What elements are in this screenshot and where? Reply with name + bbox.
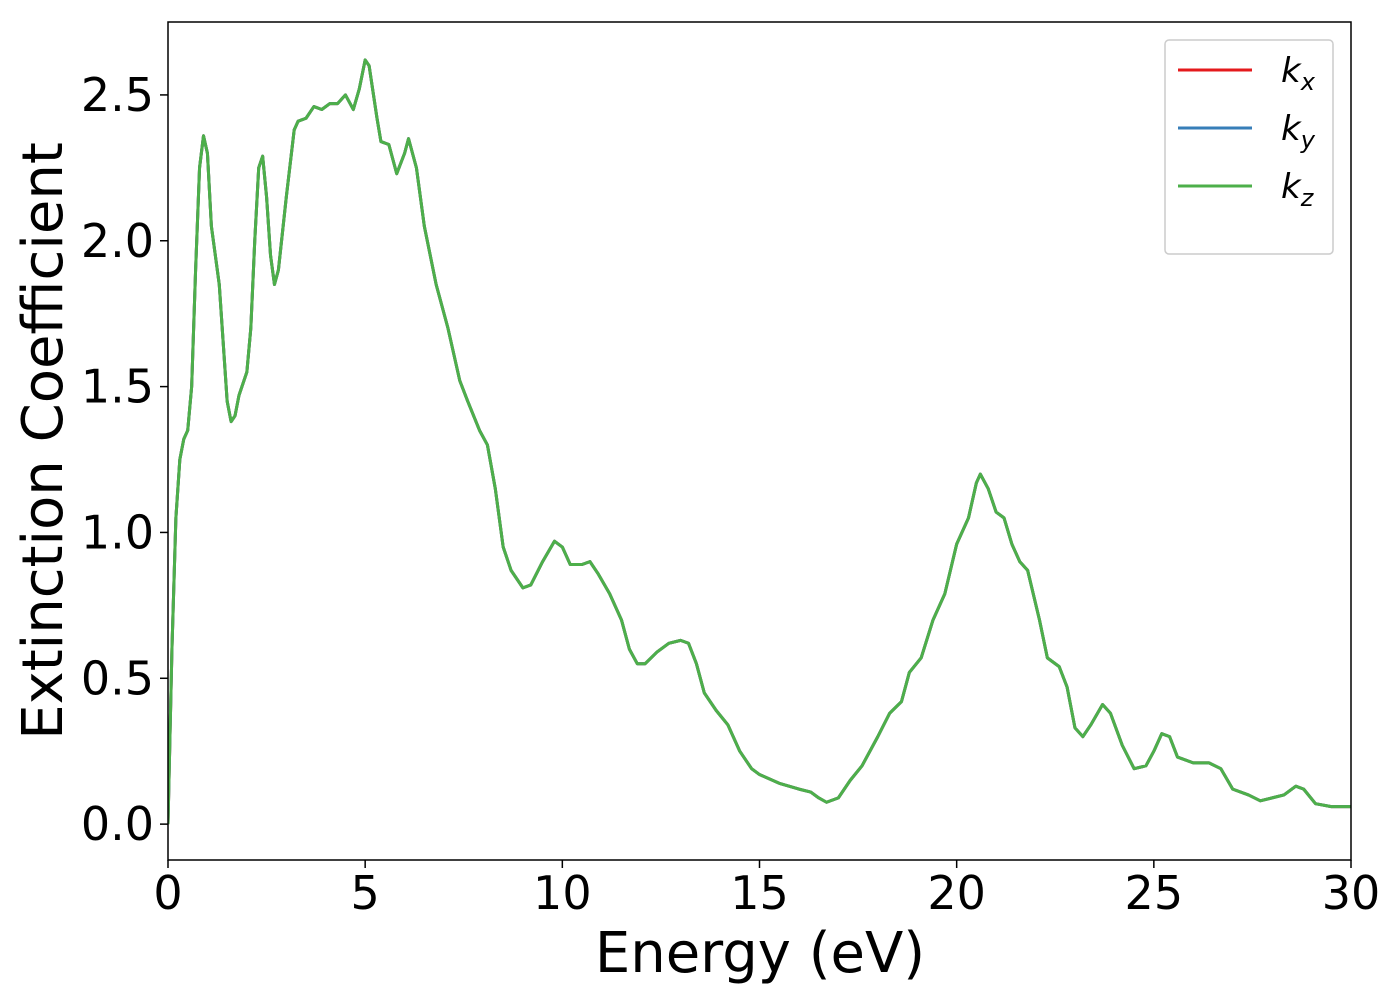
plot-frame [167, 21, 1352, 861]
x-tick-label: 20 [927, 866, 986, 920]
legend-label: kz [1281, 167, 1315, 212]
x-tick-label: 10 [533, 866, 592, 920]
x-tick-label: 0 [153, 866, 182, 920]
series-line [168, 58, 1351, 825]
y-tick-label: 0.0 [81, 797, 154, 851]
x-tick-label: 30 [1322, 866, 1381, 920]
legend-box [1164, 39, 1334, 255]
legend-label: ky [1281, 109, 1316, 154]
y-tick-label: 2.0 [81, 214, 154, 268]
legend-label: kx [1281, 51, 1316, 96]
x-tick-label: 5 [351, 866, 380, 920]
x-tick-label: 15 [730, 866, 789, 920]
y-tick-label: 1.0 [81, 505, 154, 559]
y-axis-label: Extinction Coefficient [11, 142, 76, 740]
y-tick-label: 0.5 [81, 651, 154, 705]
x-tick-label: 25 [1125, 866, 1184, 920]
x-axis-label: Energy (eV) [595, 921, 925, 986]
y-tick-label: 1.5 [81, 360, 154, 414]
y-tick-label: 2.5 [81, 68, 154, 122]
